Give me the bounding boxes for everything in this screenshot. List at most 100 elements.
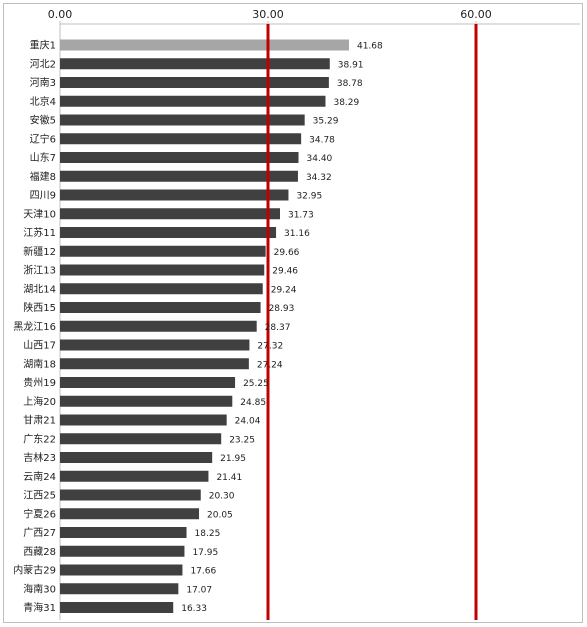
value-label: 34.40	[307, 154, 333, 164]
category-label: 云南24	[23, 470, 56, 483]
value-label: 34.78	[309, 135, 335, 145]
value-label: 38.29	[333, 98, 359, 108]
category-label: 吉林23	[23, 451, 56, 464]
x-tick-label: 30.00	[252, 8, 284, 21]
value-label: 29.46	[272, 267, 298, 277]
value-label: 17.95	[192, 548, 218, 558]
category-label: 贵州19	[23, 376, 56, 389]
value-label: 24.04	[235, 417, 261, 427]
value-label: 20.05	[207, 510, 233, 520]
value-label: 35.29	[313, 117, 339, 127]
value-label: 41.68	[357, 42, 383, 52]
category-label: 安徽5	[30, 114, 56, 127]
bar	[60, 264, 265, 276]
labels-layer: 重庆1 41.68 河北2 38.91 河南3 38.78 北京4 38.29 安徽5 35.29…	[13, 39, 383, 615]
category-label: 北京4	[30, 95, 56, 108]
bar	[60, 452, 213, 463]
category-label: 黑龙江16	[13, 320, 56, 333]
category-label: 湖南18	[23, 357, 56, 370]
bar	[60, 470, 209, 482]
bar	[60, 58, 330, 70]
bars-layer	[60, 39, 349, 613]
category-label: 河南3	[30, 76, 56, 89]
value-label: 29.24	[271, 285, 297, 295]
value-label: 16.33	[181, 604, 207, 614]
bar	[60, 489, 201, 501]
value-label: 28.93	[269, 304, 295, 314]
category-label: 广西27	[23, 527, 56, 539]
bar	[60, 414, 227, 426]
x-tick-label: 60.00	[460, 8, 492, 21]
value-label: 21.41	[216, 473, 242, 483]
x-tick-label: 0.00	[48, 8, 73, 21]
bar	[60, 564, 183, 576]
value-label: 27.24	[257, 360, 283, 370]
bar	[60, 527, 187, 538]
category-label: 山西17	[23, 340, 56, 352]
bar	[60, 170, 298, 182]
bar	[60, 508, 200, 520]
bar	[60, 39, 349, 51]
category-label: 湖北14	[23, 283, 56, 295]
value-label: 27.32	[257, 342, 283, 352]
bar	[60, 433, 222, 445]
value-label: 21.95	[220, 454, 246, 464]
value-label: 38.78	[337, 79, 363, 89]
value-label: 28.37	[265, 323, 291, 333]
value-label: 24.85	[240, 398, 266, 408]
category-label: 四川9	[30, 191, 56, 202]
category-label: 山东7	[30, 151, 56, 164]
bar	[60, 583, 179, 595]
bar	[60, 339, 250, 351]
value-label: 17.07	[186, 585, 212, 595]
bar	[60, 152, 299, 163]
bar	[60, 208, 280, 220]
value-label: 32.95	[296, 192, 322, 202]
category-label: 青海31	[23, 601, 56, 614]
category-label: 江西25	[23, 490, 56, 502]
category-label: 宁夏26	[23, 507, 56, 520]
category-label: 重庆1	[30, 39, 56, 52]
value-label: 25.25	[243, 379, 269, 389]
category-label: 河北2	[30, 58, 56, 70]
bar	[60, 320, 257, 332]
category-label: 天津10	[23, 208, 56, 220]
bar	[60, 227, 277, 238]
bar	[60, 395, 233, 407]
bar	[60, 283, 263, 295]
category-label: 内蒙古29	[13, 564, 56, 577]
value-label: 17.66	[190, 567, 216, 577]
bar	[60, 602, 174, 613]
value-label: 29.66	[274, 248, 300, 258]
reference-lines	[266, 24, 478, 620]
value-label: 38.91	[338, 60, 364, 70]
category-label: 西藏28	[23, 546, 56, 558]
bar	[60, 189, 289, 201]
value-label: 34.32	[306, 173, 332, 183]
value-label: 20.30	[209, 492, 235, 502]
value-label: 31.16	[284, 229, 310, 239]
category-label: 广东22	[23, 432, 56, 445]
category-label: 福建8	[30, 170, 56, 183]
category-label: 浙江13	[23, 265, 56, 277]
bar	[60, 302, 261, 313]
bar-chart: 0.00 30.00 60.00 重庆1 41.68 河北2 38.91 河南3 38.78 北…	[13, 8, 580, 620]
value-label: 23.25	[229, 435, 255, 445]
bar	[60, 77, 329, 88]
category-label: 陕西15	[23, 301, 56, 314]
chart-frame: 0.00 30.00 60.00 重庆1 41.68 河北2 38.91 河南3 38.78 北…	[3, 3, 583, 623]
category-label: 辽宁6	[30, 132, 56, 145]
bar	[60, 377, 236, 388]
bar	[60, 358, 249, 370]
category-label: 海南30	[23, 582, 56, 595]
bar	[60, 545, 185, 557]
bar	[60, 95, 326, 107]
bar	[60, 245, 266, 257]
value-label: 18.25	[195, 529, 221, 539]
category-label: 上海20	[23, 395, 56, 408]
category-label: 甘肃21	[23, 414, 56, 427]
category-label: 江苏11	[23, 226, 56, 239]
value-label: 31.73	[288, 210, 314, 220]
bar	[60, 133, 302, 145]
category-label: 新疆12	[23, 245, 56, 258]
